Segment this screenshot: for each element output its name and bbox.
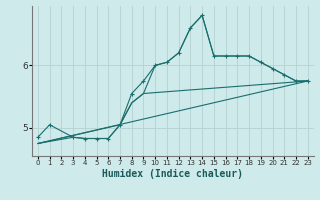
X-axis label: Humidex (Indice chaleur): Humidex (Indice chaleur) (102, 169, 243, 179)
